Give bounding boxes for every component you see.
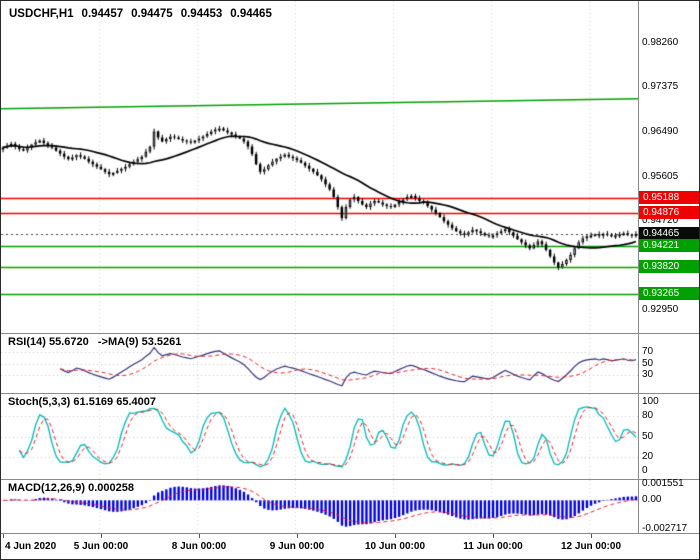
rsi-level-label: 50 xyxy=(642,358,654,369)
stoch-level-label: 20 xyxy=(642,451,654,462)
time-axis-tick xyxy=(101,534,102,538)
quote-low: 0.94453 xyxy=(180,8,223,20)
time-axis-label: 9 Jun 00:00 xyxy=(269,541,325,552)
support-level-label: 0.93820 xyxy=(639,260,699,273)
price-scale-separator xyxy=(638,1,639,533)
support-level-label: 0.94221 xyxy=(639,239,699,252)
symbol-ohlc-header: USDCHF,H1 0.94457 0.94475 0.94453 0.94465 xyxy=(9,8,280,20)
main-price-chart[interactable] xyxy=(1,1,638,333)
price-tick-label: 0.98260 xyxy=(642,37,679,48)
stoch-level-label: 0 xyxy=(642,465,648,476)
rsi-indicator-label: RSI(14) 55.6720 ->MA(9) 53.5261 xyxy=(8,336,182,348)
resistance-level-label: 0.94876 xyxy=(639,206,699,219)
time-axis-label: 8 Jun 00:00 xyxy=(171,541,227,552)
price-tick-label: 0.95605 xyxy=(642,171,679,182)
rsi-level-label: 70 xyxy=(642,346,654,357)
time-axis-tick xyxy=(591,534,592,538)
time-axis-separator xyxy=(1,533,699,534)
stoch-level-label: 100 xyxy=(642,396,659,407)
stochastic-indicator-chart[interactable] xyxy=(1,394,638,479)
price-tick-label: 0.96490 xyxy=(642,126,679,137)
quote-high: 0.94475 xyxy=(131,8,173,20)
macd-value-label: 0.001551 xyxy=(642,478,684,489)
macd-indicator-chart[interactable] xyxy=(1,480,638,533)
time-axis-label: 10 Jun 00:00 xyxy=(364,541,426,552)
price-tick-label: 0.97375 xyxy=(642,81,679,92)
time-axis-tick xyxy=(199,534,200,538)
stoch-level-label: 80 xyxy=(642,410,654,421)
time-axis-tick xyxy=(493,534,494,538)
quote-close: 0.94465 xyxy=(230,8,272,20)
current-price-label: 0.94465 xyxy=(639,227,699,240)
panel-separator[interactable] xyxy=(1,393,699,394)
support-level-label: 0.93265 xyxy=(639,287,699,300)
macd-indicator-label: MACD(12,26,9) 0.000258 xyxy=(8,482,134,494)
stochastic-indicator-label: Stoch(5,3,3) 61.5169 65.4007 xyxy=(8,396,156,408)
resistance-level-label: 0.95188 xyxy=(639,191,699,204)
panel-separator[interactable] xyxy=(1,333,699,334)
panel-separator[interactable] xyxy=(1,479,699,480)
rsi-level-label: 30 xyxy=(642,369,654,380)
price-tick-label: 0.94720 xyxy=(642,215,679,226)
time-axis-label: 11 Jun 00:00 xyxy=(463,541,523,552)
stoch-level-label: 50 xyxy=(642,431,654,442)
price-tick-label: 0.92950 xyxy=(642,304,679,315)
time-axis-tick xyxy=(395,534,396,538)
symbol-timeframe-label: USDCHF,H1 xyxy=(9,8,74,20)
rsi-indicator-chart[interactable] xyxy=(1,334,638,393)
time-axis-label: 4 Jun 2020 xyxy=(5,541,57,552)
quote-open: 0.94457 xyxy=(81,8,124,20)
macd-value-label: -0.002717 xyxy=(642,523,688,534)
time-axis-tick xyxy=(3,534,4,538)
time-axis-label: 12 Jun 00:00 xyxy=(560,541,622,552)
macd-value-label: 0.00 xyxy=(642,494,662,505)
time-axis-label: 5 Jun 00:00 xyxy=(73,541,129,552)
time-axis-tick xyxy=(297,534,298,538)
